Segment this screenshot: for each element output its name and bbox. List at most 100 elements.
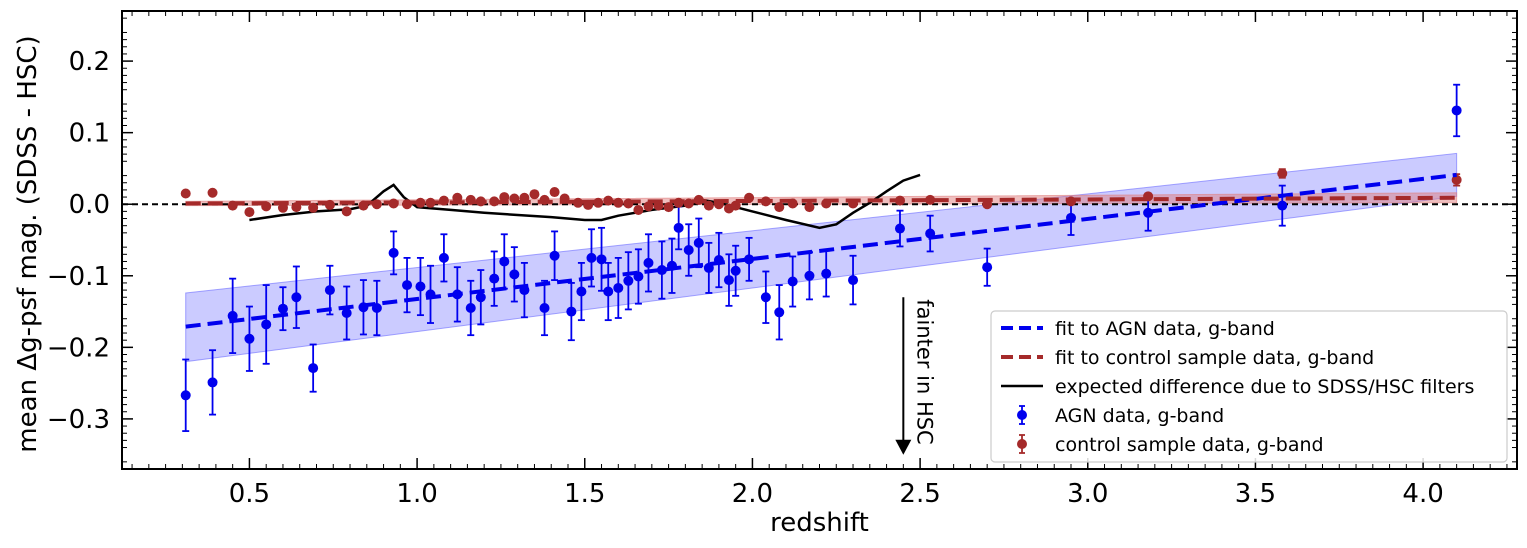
data-point (683, 198, 694, 209)
data-point (576, 286, 587, 297)
x-tick-label: 4.0 (1402, 479, 1443, 509)
y-tick-label: 0.0 (69, 190, 110, 220)
plot-content (122, 83, 1517, 432)
data-point (894, 223, 905, 234)
data-point (1277, 168, 1288, 179)
y-tick-label: 0.2 (69, 47, 110, 77)
data-point (341, 206, 352, 217)
y-tick-label: −0.1 (47, 262, 110, 292)
data-point (341, 307, 352, 318)
data-point (774, 307, 785, 318)
legend: fit to AGN data, g-band fit to control sa… (990, 310, 1508, 463)
x-axis-title: redshift (770, 508, 869, 538)
data-point (848, 275, 859, 286)
legend-label: AGN data, g-band (1055, 405, 1224, 427)
x-tick-label: 2.5 (899, 479, 940, 509)
data-point (277, 202, 288, 213)
data-point (566, 306, 577, 317)
data-point (308, 363, 319, 374)
data-point (821, 268, 832, 279)
annotation-text: fainter in HSC (912, 299, 936, 444)
legend-handle-marker (1017, 410, 1027, 420)
data-point (633, 204, 644, 215)
data-point (774, 202, 785, 213)
data-point (180, 188, 191, 199)
data-point (586, 252, 597, 263)
data-point (982, 262, 993, 273)
data-point (804, 202, 815, 213)
legend-label: control sample data, g-band (1055, 434, 1324, 456)
x-tick-label: 0.5 (229, 479, 270, 509)
data-point (180, 390, 191, 401)
plot-area (122, 83, 1517, 455)
data-point (730, 200, 741, 211)
data-point (549, 187, 560, 198)
legend-label: expected difference due to SDSS/HSC filt… (1055, 376, 1474, 398)
data-point (787, 276, 798, 287)
data-point (438, 252, 449, 263)
data-point (465, 302, 476, 313)
x-tick-label: 3.0 (1067, 479, 1108, 509)
series-agn (180, 83, 1462, 432)
legend-handle-marker (1017, 439, 1027, 449)
data-point (207, 377, 218, 388)
data-point (388, 247, 399, 258)
y-tick-label: −0.2 (47, 333, 110, 363)
data-point (227, 310, 238, 321)
data-point (643, 257, 654, 268)
data-point (244, 333, 255, 344)
x-tick-label: 1.0 (396, 479, 437, 509)
data-point (1451, 105, 1462, 116)
data-point (308, 202, 319, 213)
axes: 0.5 1.0 1.5 2.0 2.5 3.0 3.5 4.0 −0.3 −0.2 −0.1 0.0 0… (47, 10, 1518, 509)
x-tick-label: 2.0 (732, 479, 773, 509)
data-point (1451, 174, 1462, 185)
data-point (475, 292, 486, 303)
data-point (549, 250, 560, 261)
data-point (415, 281, 426, 292)
data-point (499, 192, 510, 203)
data-point (663, 202, 674, 213)
data-point (925, 194, 936, 205)
data-point (529, 189, 540, 200)
data-point (499, 256, 510, 267)
data-point (573, 197, 584, 208)
fit-line-1 (185, 195, 1457, 206)
data-point (489, 273, 500, 284)
data-point (656, 265, 667, 276)
data-point (324, 285, 335, 296)
data-point (244, 207, 255, 218)
data-point (643, 201, 654, 212)
data-point (261, 319, 272, 330)
data-point (291, 292, 302, 303)
data-point (277, 303, 288, 314)
y-axis-title: mean Δg-psf mag. (SDSS - HSC) (13, 35, 43, 452)
data-point (744, 254, 755, 265)
annotation-arrow-head (895, 439, 912, 455)
x-tick-label: 1.5 (564, 479, 605, 509)
legend-label: fit to AGN data, g-band (1055, 318, 1275, 340)
data-point (613, 282, 624, 293)
x-tick-label: 3.5 (1235, 479, 1276, 509)
legend-label: fit to control sample data, g-band (1055, 347, 1374, 369)
data-point (804, 270, 815, 281)
data-point (509, 269, 520, 280)
data-point (603, 286, 614, 297)
data-point (693, 237, 704, 248)
data-point (683, 245, 694, 256)
data-point (402, 280, 413, 291)
data-point (673, 222, 684, 233)
expected-difference-curve (249, 173, 921, 230)
data-point (723, 275, 734, 286)
data-point (1277, 200, 1288, 211)
data-point (539, 302, 550, 313)
data-point (207, 187, 218, 198)
y-tick-label: −0.3 (47, 405, 110, 435)
data-point (623, 275, 634, 286)
data-point (730, 265, 741, 276)
legend-box (990, 310, 1508, 463)
data-point (596, 254, 607, 265)
data-point (760, 292, 771, 303)
y-tick-label: 0.1 (69, 119, 110, 149)
